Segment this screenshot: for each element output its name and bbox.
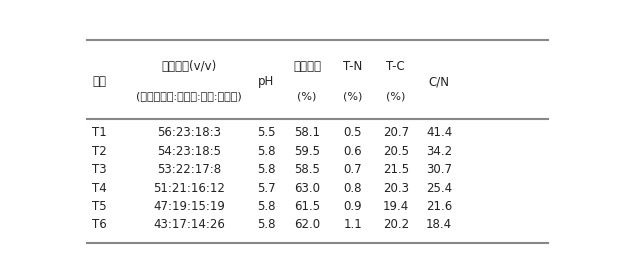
Text: 1.1: 1.1: [343, 219, 362, 232]
Text: (%): (%): [297, 91, 317, 101]
Text: 56:23:18:3: 56:23:18:3: [157, 126, 221, 139]
Text: T5: T5: [92, 200, 107, 213]
Text: 63.0: 63.0: [294, 182, 320, 195]
Text: pH: pH: [258, 75, 274, 88]
Text: 59.5: 59.5: [294, 145, 320, 158]
Text: T3: T3: [92, 163, 107, 176]
Text: 0.6: 0.6: [343, 145, 362, 158]
Text: 5.8: 5.8: [257, 145, 275, 158]
Text: (포플러톱밥:밀기울:미강:건비지): (포플러톱밥:밀기울:미강:건비지): [136, 91, 242, 101]
Text: T4: T4: [92, 182, 107, 195]
Text: 5.5: 5.5: [257, 126, 275, 139]
Text: 25.4: 25.4: [426, 182, 452, 195]
Text: T6: T6: [92, 219, 107, 232]
Text: 54:23:18:5: 54:23:18:5: [157, 145, 221, 158]
Text: 62.0: 62.0: [294, 219, 320, 232]
Text: 5.8: 5.8: [257, 219, 275, 232]
Text: 43:17:14:26: 43:17:14:26: [153, 219, 225, 232]
Text: T-N: T-N: [343, 60, 362, 73]
Text: 51:21:16:12: 51:21:16:12: [153, 182, 225, 195]
Text: 61.5: 61.5: [294, 200, 320, 213]
Text: 0.7: 0.7: [343, 163, 362, 176]
Text: 0.8: 0.8: [343, 182, 362, 195]
Text: 34.2: 34.2: [426, 145, 452, 158]
Text: C/N: C/N: [428, 75, 450, 88]
Text: T-C: T-C: [386, 60, 405, 73]
Text: 20.7: 20.7: [383, 126, 409, 139]
Text: 20.3: 20.3: [383, 182, 409, 195]
Text: 53:22:17:8: 53:22:17:8: [157, 163, 221, 176]
Text: 0.9: 0.9: [343, 200, 362, 213]
Text: 20.2: 20.2: [383, 219, 409, 232]
Text: (%): (%): [386, 91, 405, 101]
Text: 19.4: 19.4: [383, 200, 409, 213]
Text: 5.8: 5.8: [257, 200, 275, 213]
Text: 5.7: 5.7: [257, 182, 275, 195]
Text: (%): (%): [343, 91, 362, 101]
Text: 58.1: 58.1: [294, 126, 320, 139]
Text: 혼합비율(v/v): 혼합비율(v/v): [162, 60, 217, 73]
Text: 21.5: 21.5: [383, 163, 409, 176]
Text: 5.8: 5.8: [257, 163, 275, 176]
Text: T2: T2: [92, 145, 107, 158]
Text: T1: T1: [92, 126, 107, 139]
Text: 20.5: 20.5: [383, 145, 409, 158]
Text: 30.7: 30.7: [426, 163, 452, 176]
Text: 21.6: 21.6: [426, 200, 452, 213]
Text: 구분: 구분: [92, 75, 106, 88]
Text: 0.5: 0.5: [343, 126, 362, 139]
Text: 18.4: 18.4: [426, 219, 452, 232]
Text: 41.4: 41.4: [426, 126, 452, 139]
Text: 58.5: 58.5: [294, 163, 320, 176]
Text: 수분함량: 수분함량: [293, 60, 321, 73]
Text: 47:19:15:19: 47:19:15:19: [153, 200, 225, 213]
